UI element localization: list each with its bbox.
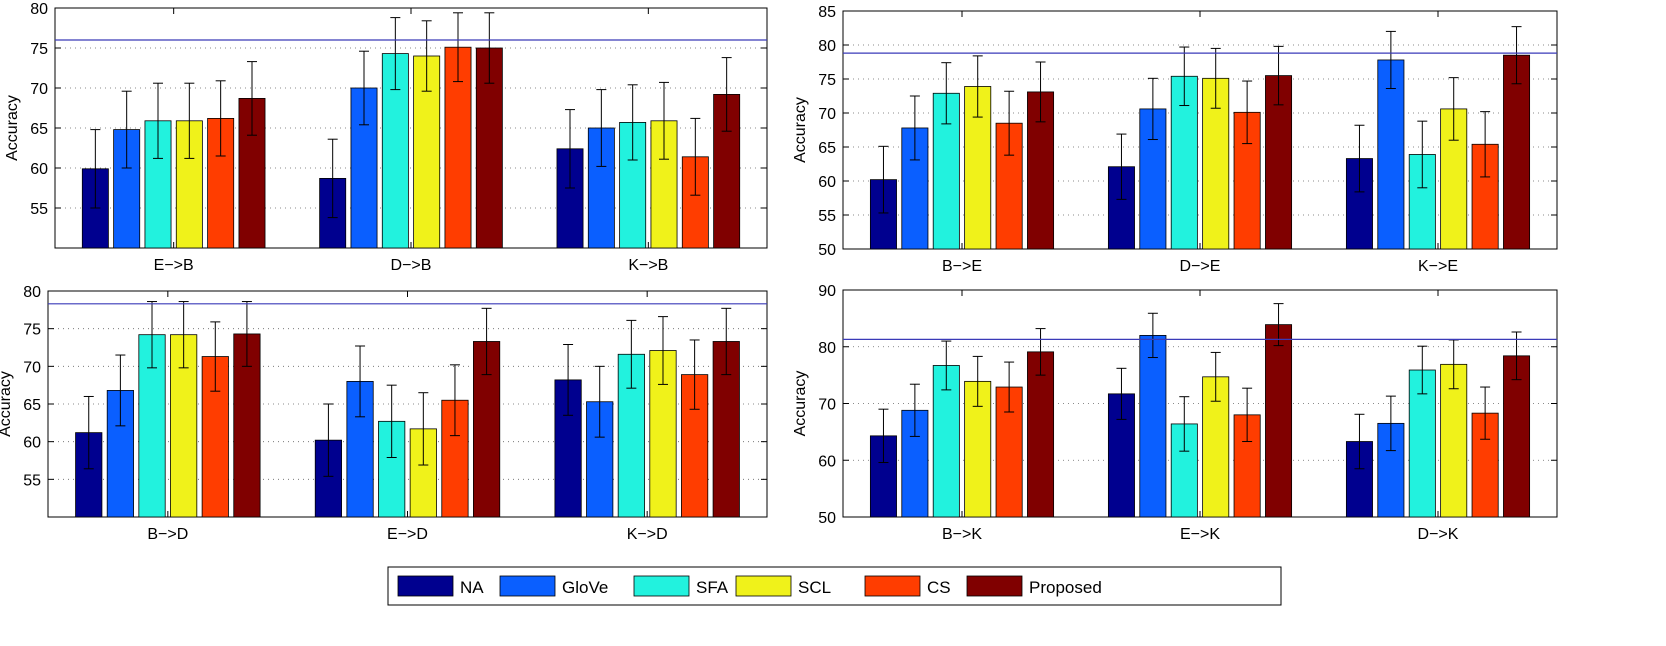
y-tick-label: 55 xyxy=(23,472,41,489)
chart-panel-bottom-right: 50 60 70 80 90 Accuracy B−>K E−>K D−>K xyxy=(792,283,1558,543)
x-category-label: B−>E xyxy=(942,258,982,275)
y-tick-label: 90 xyxy=(818,283,836,300)
legend-swatch xyxy=(633,575,690,597)
y-tick-label: 80 xyxy=(23,284,41,301)
y-tick-label: 85 xyxy=(818,4,836,21)
bar-sfa-3 xyxy=(1408,369,1436,518)
bar-glove-3 xyxy=(1377,59,1405,250)
bar-proposed-3 xyxy=(1503,54,1531,250)
chart-panel-top-right: 50 55 60 65 70 75 80 85 Accuracy B−>E D−>E K−>E xyxy=(792,4,1558,275)
legend-item-proposed: Proposed xyxy=(966,575,1102,597)
legend-item-cs: CS xyxy=(864,575,951,597)
chart-panel-top-left: 55 60 65 70 75 80 Accuracy E−>B D−>B K−>B xyxy=(4,1,768,274)
x-category-label: K−>D xyxy=(627,526,668,543)
legend-label: SCL xyxy=(798,578,831,597)
bar-na-3 xyxy=(1345,441,1373,518)
x-category-label: D−>E xyxy=(1180,258,1221,275)
legend-swatch xyxy=(397,575,454,597)
y-tick-label: 80 xyxy=(30,1,48,18)
bar-scl-3 xyxy=(1440,108,1468,250)
legend-item-scl: SCL xyxy=(735,575,831,597)
bar-glove-1 xyxy=(106,390,134,518)
legend-label: CS xyxy=(927,578,951,597)
legend-label: GloVe xyxy=(562,578,608,597)
chart-panels: 55 60 65 70 75 80 Accuracy E−>B D−>B K−>B 50 55 60 65… xyxy=(0,1,1558,543)
x-category-label: E−>K xyxy=(1180,526,1220,543)
y-tick-label: 50 xyxy=(818,242,836,259)
y-tick-label: 75 xyxy=(818,72,836,89)
bar-sfa-1 xyxy=(932,365,960,518)
y-axis-label: Accuracy xyxy=(792,371,809,437)
y-tick-label: 70 xyxy=(30,81,48,98)
y-axis-label: Accuracy xyxy=(4,95,21,161)
y-tick-label: 70 xyxy=(23,359,41,376)
bar-sfa-1 xyxy=(144,120,172,249)
legend: NA GloVe SFA SCL CS Proposed xyxy=(387,566,1282,606)
x-category-label: B−>D xyxy=(147,526,188,543)
legend-label: SFA xyxy=(696,578,729,597)
chart-panel-bottom-left: 55 60 65 70 75 80 Accuracy B−>D E−>D K−>D xyxy=(0,284,768,543)
y-tick-label: 60 xyxy=(23,435,41,452)
bar-na-2 xyxy=(1107,393,1135,518)
legend-swatch xyxy=(499,575,556,597)
plot-area xyxy=(842,10,1558,250)
x-category-label: K−>B xyxy=(628,257,668,274)
y-tick-label: 60 xyxy=(818,174,836,191)
x-category-label: D−>K xyxy=(1418,526,1459,543)
legend-item-glove: GloVe xyxy=(499,575,608,597)
y-tick-label: 80 xyxy=(818,340,836,357)
y-tick-label: 65 xyxy=(30,121,48,138)
legend-swatch xyxy=(735,575,792,597)
legend-label: Proposed xyxy=(1029,578,1102,597)
y-axis-label: Accuracy xyxy=(792,97,809,163)
y-tick-label: 75 xyxy=(30,41,48,58)
y-tick-label: 80 xyxy=(818,38,836,55)
bar-cs-1 xyxy=(995,122,1023,250)
bar-glove-2 xyxy=(1139,334,1167,518)
y-tick-label: 70 xyxy=(818,397,836,414)
bar-proposed-1 xyxy=(1027,351,1055,518)
x-category-label: B−>K xyxy=(942,526,982,543)
x-category-label: D−>B xyxy=(391,257,432,274)
y-tick-label: 70 xyxy=(818,106,836,123)
bar-scl-3 xyxy=(1440,363,1468,518)
y-tick-label: 75 xyxy=(23,322,41,339)
legend-label: NA xyxy=(460,578,484,597)
bar-proposed-1 xyxy=(238,98,266,249)
y-tick-label: 65 xyxy=(818,140,836,157)
y-tick-label: 65 xyxy=(23,397,41,414)
y-tick-label: 60 xyxy=(30,161,48,178)
legend-swatch xyxy=(864,575,921,597)
x-category-label: K−>E xyxy=(1418,258,1458,275)
y-tick-label: 60 xyxy=(818,453,836,470)
y-tick-label: 55 xyxy=(30,201,48,218)
x-category-label: E−>B xyxy=(154,257,194,274)
y-tick-label: 55 xyxy=(818,208,836,225)
legend-swatch xyxy=(966,575,1023,597)
legend-item-sfa: SFA xyxy=(633,575,729,597)
y-tick-label: 50 xyxy=(818,510,836,527)
y-axis-label: Accuracy xyxy=(0,371,14,437)
legend-item-na: NA xyxy=(397,575,484,597)
x-category-label: E−>D xyxy=(387,526,428,543)
bar-proposed-2 xyxy=(1265,324,1293,518)
